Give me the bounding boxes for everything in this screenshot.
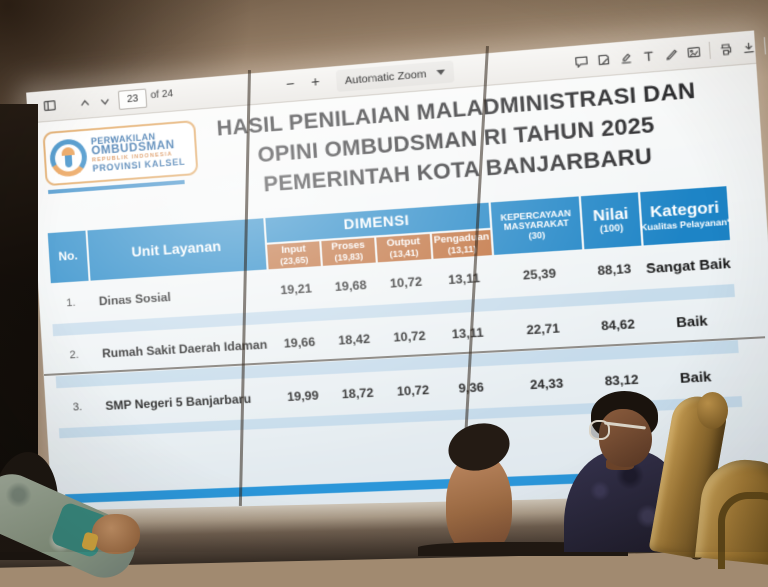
table-row-2-input: 19,66 [271,321,328,365]
page-up-icon[interactable] [78,96,92,110]
zoom-level-select[interactable]: Automatic Zoom [336,60,455,92]
zoom-out-button[interactable]: − [286,75,296,92]
col-header-kepercayaan: KEPERCAYAAN MASYARAKAT (30) [490,195,584,256]
table-row-1-output: 10,72 [377,260,435,305]
table-row-1-input: 19,21 [268,267,325,311]
table-row-1-kepercayaan: 25,39 [493,250,586,298]
table-row-3-input: 19,99 [274,374,331,418]
wooden-chair-knob [697,392,728,429]
col-header-output: Output(13,41) [375,233,432,264]
page-down-icon[interactable] [98,94,112,108]
col-header-nilai: Nilai (100) [580,191,643,250]
col-header-input: Input(23,65) [266,240,322,270]
table-row-1-no: 1. [50,282,92,325]
page-number-input[interactable]: 23 [118,88,147,109]
table-row-2-pengaduan: 13,11 [436,311,499,356]
col-header-pengaduan: Pengaduan(13,11) [431,229,493,260]
audience-hand [92,514,140,554]
chevron-down-icon [437,69,446,75]
table-row-2-proses: 18,42 [325,317,383,361]
audience-right-face [599,409,652,467]
table-row-3-kepercayaan: 24,33 [500,361,593,408]
ombudsman-logo-icon [49,137,88,177]
table-row-1-pengaduan: 13,11 [432,256,495,302]
table-row-2-nilai: 84,62 [587,302,649,348]
table-row-1-nilai: 88,13 [583,247,645,293]
table-row-1-kategori: Sangat Baik [643,241,734,289]
toolbar-separator [709,42,711,59]
table-row-3-kategori: Baik [650,353,742,400]
table-row-2-output: 10,72 [380,314,438,359]
projected-pdf-window: 23 of 24 − + Automatic Zoom [26,30,768,517]
table-row-3-proses: 18,72 [329,371,387,415]
page-count-label: of 24 [150,88,173,101]
col-header-proses: Proses(19,83) [320,237,377,267]
print-icon[interactable] [718,41,734,56]
draw-pencil-icon[interactable] [663,46,679,61]
table-row-3-pengaduan: 9,36 [440,365,503,410]
wooden-chair-carving [718,492,768,569]
toolbar-separator [764,37,766,54]
col-header-no: No. [47,230,90,285]
highlight-icon[interactable] [618,50,633,65]
comment-icon[interactable] [574,54,589,69]
zoom-in-button[interactable]: + [311,73,321,90]
free-text-note-icon[interactable] [596,52,611,67]
slide-page: PERWAKILAN OMBUDSMAN REPUBLIK INDONESIA … [28,64,768,518]
table-row-1-proses: 19,68 [322,263,380,308]
table-row-3-output: 10,72 [384,368,442,412]
download-icon[interactable] [741,40,757,55]
text-tool-icon[interactable] [641,48,657,63]
sidebar-toggle-icon[interactable] [42,98,57,113]
zoom-level-label: Automatic Zoom [344,67,426,86]
table-row-3-no: 3. [56,386,98,428]
image-icon[interactable] [686,44,702,59]
table-row-2-no: 2. [53,334,95,376]
col-header-kategori: Kategori Kualitas Pelayanan* [639,185,731,247]
